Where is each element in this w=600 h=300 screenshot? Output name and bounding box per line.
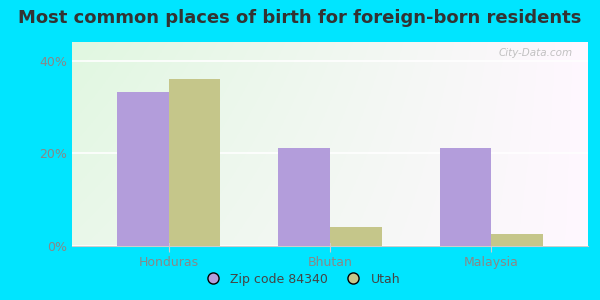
Text: City-Data.com: City-Data.com (499, 48, 572, 58)
Bar (491, 234, 543, 246)
Legend: Zip code 84340, Utah: Zip code 84340, Utah (195, 268, 405, 291)
Bar (169, 79, 220, 246)
Text: Most common places of birth for foreign-born residents: Most common places of birth for foreign-… (19, 9, 581, 27)
Bar (278, 148, 330, 246)
Bar (440, 148, 491, 246)
Bar (117, 92, 169, 246)
Bar (330, 227, 382, 246)
